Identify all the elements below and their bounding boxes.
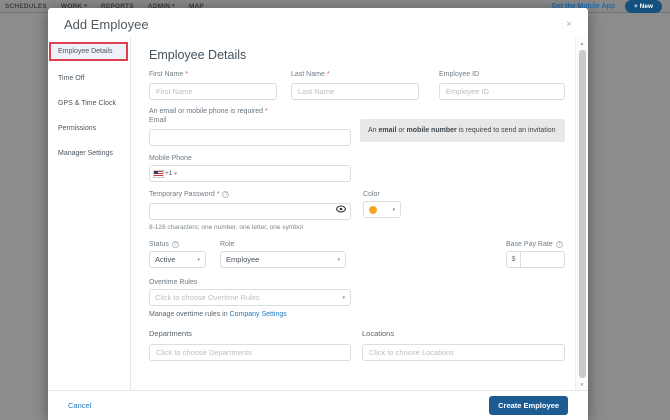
company-settings-link[interactable]: Company Settings: [229, 311, 287, 318]
chevron-down-icon: ▾: [342, 294, 345, 301]
status-dropdown[interactable]: Active ▾: [149, 251, 206, 268]
chevron-down-icon: ▾: [84, 3, 87, 9]
contact-required-note: An email or mobile phone is required *: [149, 108, 268, 115]
mobile-phone-label: Mobile Phone: [149, 155, 192, 162]
scroll-down-icon[interactable]: ▼: [579, 382, 585, 387]
modal-body: Employee Details Time Off GPS & Time Clo…: [48, 38, 588, 390]
color-label: Color: [363, 191, 380, 198]
nav-reports[interactable]: REPORTS: [101, 3, 134, 10]
departments-input[interactable]: [149, 344, 351, 361]
employee-id-label: Employee ID: [439, 71, 480, 78]
overtime-rules-section: Overtime Rules Click to choose Overtime …: [149, 279, 565, 318]
show-password-icon[interactable]: [335, 205, 347, 213]
mobile-phone-section: Mobile Phone +1 ▾: [149, 155, 565, 182]
last-name-input[interactable]: [291, 83, 419, 100]
sidebar-item-permissions[interactable]: Permissions: [58, 125, 97, 132]
modal-sidebar: Employee Details Time Off GPS & Time Clo…: [48, 38, 131, 390]
first-name-input[interactable]: [149, 83, 277, 100]
nav-schedules[interactable]: SCHEDULES: [5, 3, 47, 10]
add-employee-modal: Add Employee × Employee Details Time Off…: [48, 8, 588, 420]
locations-label: Locations: [362, 329, 395, 338]
panel-heading: Employee Details: [149, 48, 247, 62]
modal-scrollbar[interactable]: ▲ ▼: [575, 38, 588, 390]
help-icon[interactable]: ?: [555, 241, 563, 248]
overtime-rules-placeholder: Click to choose Overtime Rules: [155, 293, 260, 302]
close-icon[interactable]: ×: [566, 19, 572, 30]
email-label: Email: [149, 117, 167, 124]
country-code-dropdown[interactable]: +1 ▾: [150, 169, 181, 178]
modal-header: Add Employee ×: [48, 8, 588, 38]
new-button[interactable]: + New: [625, 0, 662, 13]
email-row: Email An email or mobile number is requi…: [149, 117, 565, 146]
chevron-down-icon: ▾: [337, 256, 340, 263]
required-asterisk: *: [216, 191, 220, 198]
role-label: Role: [220, 241, 235, 248]
temporary-password-label: Temporary Password * ?: [149, 191, 351, 198]
cancel-button[interactable]: Cancel: [68, 401, 92, 410]
topbar-right-group: Get the Mobile App + New: [551, 0, 662, 13]
help-icon[interactable]: ?: [222, 191, 230, 198]
employee-details-panel: Employee Details First Name* Last Name* …: [131, 38, 575, 390]
sidebar-item-gps-time-clock[interactable]: GPS & Time Clock: [58, 100, 116, 107]
nav-work-label: WORK: [60, 2, 83, 10]
create-employee-button[interactable]: Create Employee: [489, 396, 568, 415]
manage-overtime-note: Manage overtime rules in Company Setting…: [149, 311, 287, 318]
help-icon[interactable]: ?: [171, 241, 179, 248]
required-asterisk: *: [326, 71, 330, 78]
role-value: Employee: [226, 255, 260, 264]
overtime-rules-label: Overtime Rules: [149, 279, 198, 286]
mobile-phone-input[interactable]: [180, 166, 350, 181]
scrollbar-thumb[interactable]: [579, 50, 586, 378]
nav-admin-label: ADMIN: [147, 2, 171, 10]
mobile-phone-group: +1 ▾: [149, 165, 351, 182]
required-asterisk: *: [264, 108, 268, 115]
first-name-label: First Name *: [149, 71, 188, 78]
base-pay-rate-input[interactable]: [521, 251, 565, 268]
password-color-row: Temporary Password * ? 8-128 characters; …: [149, 191, 565, 231]
base-pay-rate-label: Base Pay Rate?: [506, 241, 565, 248]
color-swatch: [369, 205, 377, 214]
status-value: Active: [155, 255, 176, 264]
role-dropdown[interactable]: Employee ▾: [220, 251, 346, 268]
us-flag-icon: [153, 169, 164, 178]
invitation-note: An email or mobile number is required to…: [360, 119, 565, 143]
nav-map[interactable]: MAP: [189, 3, 204, 10]
chevron-down-icon: ▾: [197, 256, 200, 263]
modal-footer: Cancel Create Employee: [48, 390, 588, 420]
sidebar-item-manager-settings[interactable]: Manager Settings: [58, 150, 113, 157]
locations-input[interactable]: [362, 344, 565, 361]
modal-title: Add Employee: [64, 17, 149, 32]
name-row: First Name* Last Name* Employee ID: [149, 71, 565, 100]
chevron-down-icon: ▾: [174, 170, 177, 177]
chevron-down-icon: ▾: [172, 3, 175, 9]
departments-label: Departments: [149, 329, 192, 338]
base-pay-group: $: [506, 251, 565, 268]
sidebar-item-time-off[interactable]: Time Off: [58, 75, 85, 82]
get-mobile-app-link[interactable]: Get the Mobile App: [551, 2, 616, 10]
password-hint: 8-128 characters; one number, one letter…: [149, 224, 303, 231]
nav-schedules-label: SCHEDULES: [5, 2, 47, 10]
nav-admin[interactable]: ADMIN ▾: [148, 3, 175, 10]
required-asterisk: *: [185, 71, 188, 78]
temporary-password-input[interactable]: [149, 203, 351, 220]
nav-work[interactable]: WORK ▾: [61, 3, 87, 10]
status-role-pay-row: Status? Active ▾ Role Employee ▾ Base Pa…: [149, 241, 565, 268]
employee-id-input[interactable]: [439, 83, 565, 100]
color-dropdown[interactable]: ▾: [363, 201, 401, 218]
password-field-wrap: [149, 201, 351, 220]
departments-locations-row: Departments Locations: [149, 329, 565, 361]
scroll-up-icon[interactable]: ▲: [579, 41, 585, 46]
status-label: Status?: [149, 241, 206, 248]
country-code-value: +1: [165, 170, 173, 177]
sidebar-item-employee-details[interactable]: Employee Details: [49, 42, 128, 61]
last-name-label: Last Name *: [291, 71, 330, 78]
currency-prefix: $: [506, 251, 521, 268]
nav-map-label: MAP: [188, 2, 204, 10]
chevron-down-icon: ▾: [392, 206, 395, 213]
email-input[interactable]: [149, 129, 351, 146]
overtime-rules-dropdown[interactable]: Click to choose Overtime Rules ▾: [149, 289, 351, 306]
nav-reports-label: REPORTS: [101, 2, 134, 10]
